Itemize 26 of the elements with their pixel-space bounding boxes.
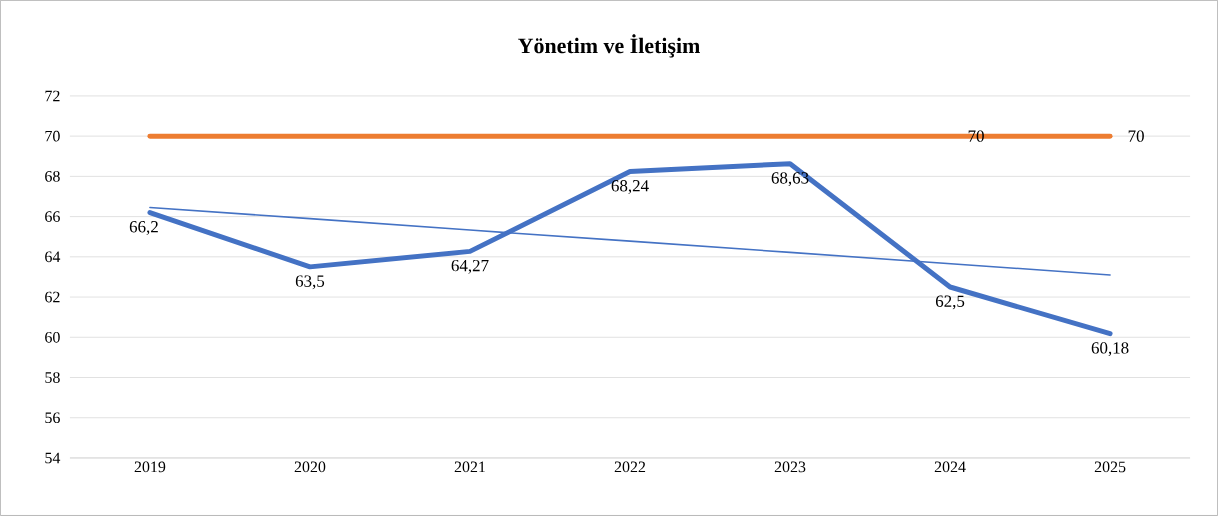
y-tick-label: 60 — [45, 331, 60, 343]
x-tick-label: 2023 — [774, 461, 806, 473]
y-tick-label: 56 — [45, 412, 60, 424]
data-label: 62,5 — [935, 295, 965, 310]
y-tick-label: 54 — [45, 452, 61, 464]
data-label: 63,5 — [295, 275, 325, 290]
x-tick-label: 2021 — [454, 461, 485, 473]
chart-title: Yönetim ve İletişim — [518, 34, 700, 58]
y-tick-label: 64 — [45, 251, 61, 263]
y-tick-label: 70 — [45, 130, 60, 142]
x-tick-label: 2019 — [134, 461, 166, 473]
x-tick-label: 2022 — [614, 461, 646, 473]
y-tick-label: 66 — [45, 211, 60, 223]
data-label: 60,18 — [1091, 342, 1129, 357]
y-tick-label: 68 — [45, 171, 60, 182]
data-label: 66,2 — [129, 221, 158, 235]
data-label: 68,24 — [611, 180, 649, 194]
x-tick-label: 2024 — [934, 461, 966, 473]
y-tick-label: 58 — [45, 372, 60, 383]
x-tick-label: 2025 — [1094, 461, 1126, 473]
data-label: 64,27 — [451, 259, 489, 274]
data-label: 70 — [1128, 130, 1144, 142]
data-label: 68,63 — [771, 172, 809, 187]
y-tick-label: 62 — [45, 291, 60, 303]
y-tick-label: 72 — [45, 90, 60, 102]
x-tick-label: 2020 — [294, 461, 326, 473]
